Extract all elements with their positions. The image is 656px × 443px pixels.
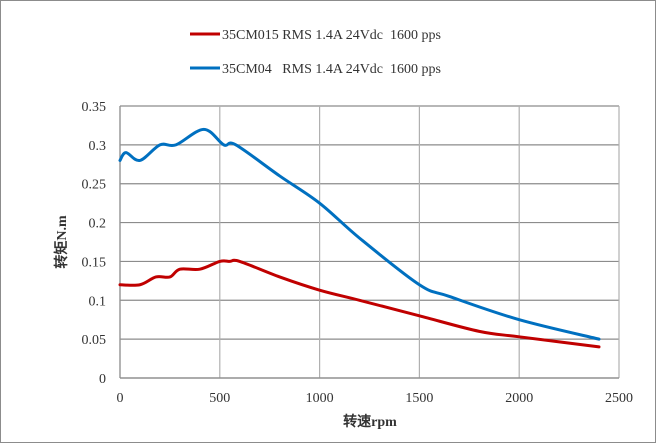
series-lines bbox=[118, 127, 601, 349]
x-tick-label: 2500 bbox=[605, 391, 633, 406]
legend: 35CM015 RMS 1.4A 24Vdc 1600 pps 35CM04 RM… bbox=[190, 28, 441, 77]
grid bbox=[119, 105, 620, 379]
y-tick-label: 0.3 bbox=[89, 139, 107, 154]
y-tick-label: 0.05 bbox=[82, 333, 107, 348]
y-tick-label: 0.15 bbox=[82, 255, 107, 270]
y-tick-label: 0.25 bbox=[82, 178, 107, 193]
legend-label: 35CM015 RMS 1.4A 24Vdc 1600 pps bbox=[222, 28, 441, 43]
series-line-2 bbox=[118, 127, 601, 341]
x-tick-label: 2000 bbox=[505, 391, 533, 406]
tick-labels: 0 0.05 0.1 0.15 0.2 0.25 0.3 0.35 0 500 1000 1500 20… bbox=[82, 100, 634, 406]
x-tick-label: 0 bbox=[117, 391, 124, 406]
x-tick-label: 500 bbox=[209, 391, 230, 406]
x-tick-label: 1000 bbox=[306, 391, 334, 406]
y-axis-label: 转矩N.m bbox=[53, 215, 70, 269]
series-line-1 bbox=[118, 258, 601, 349]
y-tick-label: 0 bbox=[99, 372, 106, 387]
legend-label: 35CM04 RMS 1.4A 24Vdc 1600 pps bbox=[222, 62, 441, 77]
x-tick-label: 1500 bbox=[405, 391, 433, 406]
y-tick-label: 0.35 bbox=[82, 100, 107, 115]
x-axis-label: 转速rpm bbox=[343, 413, 397, 430]
y-tick-label: 0.2 bbox=[89, 217, 107, 232]
y-tick-label: 0.1 bbox=[89, 294, 107, 309]
